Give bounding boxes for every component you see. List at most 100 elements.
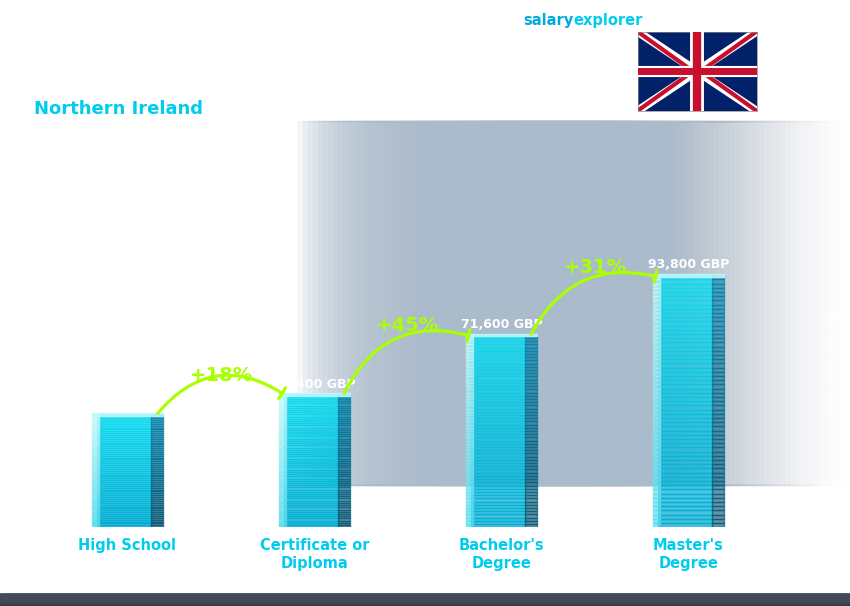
Bar [354, 121, 651, 485]
Bar [338, 432, 350, 435]
Bar [712, 317, 724, 321]
Bar [658, 330, 712, 334]
Bar [471, 514, 525, 518]
Bar [471, 354, 525, 358]
Bar [92, 495, 99, 497]
Bar [97, 512, 151, 514]
Bar [0, 598, 850, 604]
Bar [525, 361, 537, 364]
Bar [284, 507, 338, 510]
Bar [338, 465, 350, 467]
Text: Voice Search Optimization Specialist: Voice Search Optimization Specialist [34, 64, 375, 82]
Bar [97, 501, 151, 503]
Bar [425, 121, 722, 485]
Bar [712, 338, 724, 342]
Bar [151, 522, 163, 524]
Bar [92, 459, 99, 461]
Bar [279, 443, 286, 445]
Bar [525, 428, 537, 431]
Bar [151, 427, 163, 430]
Bar [279, 456, 286, 459]
Bar [525, 351, 537, 354]
Text: Average Yearly Salary: Average Yearly Salary [824, 311, 835, 416]
Bar [712, 422, 724, 427]
Bar [284, 421, 338, 423]
Bar [0, 598, 850, 604]
Bar [0, 598, 850, 604]
Bar [0, 596, 850, 602]
Bar [279, 461, 286, 463]
Bar [284, 463, 338, 465]
Bar [97, 490, 151, 491]
Bar [525, 470, 537, 473]
Bar [658, 305, 712, 308]
Bar [471, 364, 525, 367]
Bar [466, 457, 473, 460]
Bar [92, 474, 99, 476]
Bar [653, 342, 660, 347]
Bar [712, 439, 724, 443]
Bar [712, 397, 724, 401]
Bar [712, 443, 724, 447]
Bar [284, 479, 338, 481]
Bar [0, 595, 850, 601]
Bar [338, 467, 350, 470]
Bar [92, 433, 99, 435]
Bar [525, 348, 537, 351]
Bar [466, 511, 473, 514]
Bar [151, 435, 163, 437]
Bar [97, 499, 151, 501]
Bar [525, 485, 537, 488]
Bar [97, 465, 151, 467]
Bar [0, 594, 850, 601]
Bar [284, 474, 338, 476]
Bar [279, 441, 286, 443]
Bar [466, 402, 473, 405]
Bar [97, 427, 151, 430]
Bar [0, 599, 850, 605]
Bar [279, 472, 286, 474]
Bar [466, 492, 473, 495]
Bar [517, 121, 814, 485]
Bar [374, 121, 672, 485]
Bar [658, 490, 712, 494]
Bar [338, 410, 350, 412]
Bar [658, 464, 712, 468]
Bar [471, 348, 525, 351]
Bar [97, 424, 151, 425]
Bar [712, 308, 724, 313]
Bar [658, 447, 712, 451]
Bar [0, 599, 850, 605]
Bar [338, 399, 350, 401]
Bar [471, 380, 525, 383]
Bar [712, 321, 724, 325]
Bar [466, 470, 473, 473]
Bar [466, 428, 473, 431]
Bar [525, 508, 537, 511]
Bar [525, 450, 537, 453]
Bar [522, 121, 819, 485]
Bar [338, 518, 350, 521]
Bar [466, 121, 763, 485]
Bar [338, 412, 350, 415]
Bar [284, 461, 338, 463]
Bar [284, 510, 338, 511]
Bar [466, 473, 473, 476]
Bar [653, 364, 660, 368]
Bar [491, 121, 789, 485]
Bar [338, 454, 350, 456]
Bar [0, 597, 850, 603]
Bar [338, 490, 350, 492]
Bar [471, 351, 525, 354]
Bar [92, 456, 99, 458]
Bar [97, 520, 151, 522]
Bar [151, 458, 163, 459]
Bar [0, 596, 850, 602]
Bar [658, 414, 712, 418]
Bar [466, 466, 473, 470]
Bar [466, 348, 473, 351]
Bar [338, 456, 350, 459]
Bar [151, 433, 163, 435]
Bar [525, 444, 537, 447]
Bar [525, 383, 537, 386]
